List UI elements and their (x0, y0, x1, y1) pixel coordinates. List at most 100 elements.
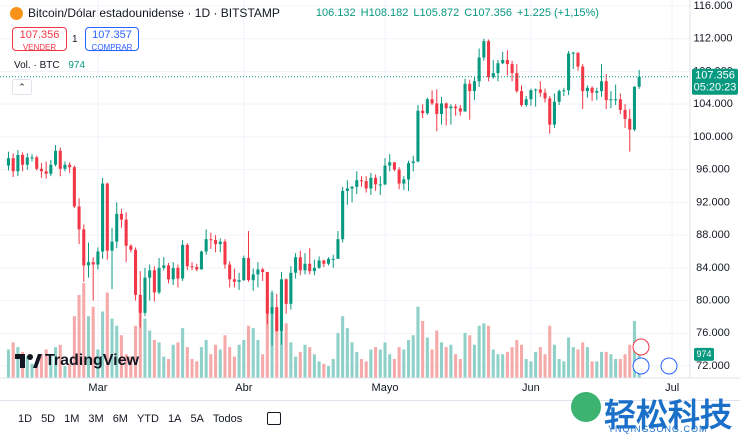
buy-price: 107.357 (92, 29, 132, 41)
candle-body (82, 229, 86, 266)
candle-body (430, 99, 434, 104)
volume-legend-value: 974 (68, 60, 86, 71)
volume-bar (322, 363, 326, 378)
candle-body (261, 269, 265, 272)
candle-body (524, 99, 528, 105)
y-tick-label: 84.000 (696, 262, 730, 274)
volume-bar (510, 347, 514, 378)
range-button[interactable]: Todos (212, 412, 243, 425)
candle-body (218, 241, 222, 245)
candle-body (21, 154, 25, 165)
volume-bar (529, 361, 533, 378)
candle-body (519, 91, 524, 105)
volume-bar (548, 325, 552, 378)
volume-bar (294, 356, 298, 378)
candle-body (444, 103, 448, 109)
tradingview-logo: TradingView (15, 352, 140, 369)
date-range-button[interactable] (267, 412, 282, 425)
volume-bar (402, 349, 406, 378)
buy-button[interactable]: 107.357 COMPRAR (85, 27, 139, 52)
volume-bar (350, 342, 354, 378)
chart: TradingView 72.000 76.000 80.000 84.000 88.0… (0, 0, 740, 394)
volume-bar (25, 356, 29, 378)
volume-bar (237, 344, 241, 378)
candle-body (623, 109, 627, 119)
candle-body (152, 270, 156, 293)
volume-bar (383, 342, 387, 378)
candle-body (11, 158, 15, 172)
candle-body (407, 163, 411, 180)
volume-bar (223, 335, 227, 378)
volume-bar (557, 359, 561, 378)
volume-bar (261, 354, 265, 378)
volume-bar (129, 356, 133, 378)
volume-bar (614, 359, 618, 378)
sell-label: VENDER (22, 43, 57, 52)
candle-body (246, 258, 251, 281)
collapse-button[interactable]: ⌃ (12, 79, 32, 95)
y-tick-label: 116.000 (694, 0, 733, 12)
range-button[interactable]: 1D (18, 412, 33, 425)
range-button[interactable]: YTD (136, 412, 159, 425)
candle-body (632, 86, 636, 130)
candle-body (251, 274, 255, 281)
volume-bar (77, 294, 81, 378)
candle-body (472, 81, 476, 92)
candle-body (411, 161, 415, 164)
volume-bar (421, 321, 425, 378)
volume-bar (148, 330, 152, 378)
candle-body (378, 184, 382, 186)
volume-bar (58, 344, 62, 378)
volume-bar (265, 309, 269, 378)
volume-bar (242, 340, 246, 378)
volume-bar (472, 344, 476, 378)
candle-body (181, 244, 185, 279)
volume-bar (44, 349, 48, 378)
candle-body (166, 265, 171, 280)
range-button[interactable]: 5A (190, 412, 204, 425)
volume-bar (628, 344, 632, 378)
volume-bar (96, 349, 100, 378)
candle-body (317, 260, 321, 268)
candle-body (138, 294, 142, 313)
volume-bar (571, 347, 575, 378)
candle-body (331, 258, 335, 260)
volume-bar (317, 361, 321, 378)
y-tick-label: 72.000 (696, 360, 730, 372)
candle-body (581, 66, 585, 92)
candle-body (270, 307, 274, 314)
volume-bar (477, 325, 481, 378)
legend-low: L105.872 (413, 7, 460, 19)
candle-body (30, 157, 34, 159)
range-button[interactable]: 1A (167, 412, 182, 425)
volume-bar (407, 340, 411, 378)
y-tick-label: 96.000 (696, 164, 730, 176)
volume-bar (199, 347, 203, 378)
candle-body (134, 249, 138, 295)
range-button[interactable]: 1M (64, 412, 80, 425)
volume-bar (355, 351, 359, 378)
symbol-title: Bitcoin/Dólar estadounidense · 1D · BITS… (28, 6, 280, 20)
candle-body (185, 244, 189, 267)
candle-body (284, 279, 288, 304)
volume-bar (54, 347, 58, 378)
volume-bar (487, 325, 491, 378)
volume-bar (91, 306, 95, 378)
candle-body (468, 83, 472, 92)
sell-button[interactable]: 107.356 VENDER (12, 27, 67, 52)
volume-bar (543, 354, 547, 378)
volume-bar (218, 349, 222, 378)
volume-bar (303, 344, 307, 378)
candle-body (369, 177, 373, 189)
candle-body (72, 167, 76, 207)
range-button[interactable]: 5D (41, 412, 56, 425)
range-button[interactable]: 3M (88, 412, 104, 425)
candle-body (463, 83, 467, 112)
volume-bar (411, 335, 415, 378)
volume-bar (369, 349, 373, 378)
volume-bar (609, 354, 613, 378)
volume-bar (134, 325, 138, 378)
candle-body (637, 76, 641, 87)
volume-bar (157, 342, 161, 378)
range-button[interactable]: 6M (112, 412, 128, 425)
